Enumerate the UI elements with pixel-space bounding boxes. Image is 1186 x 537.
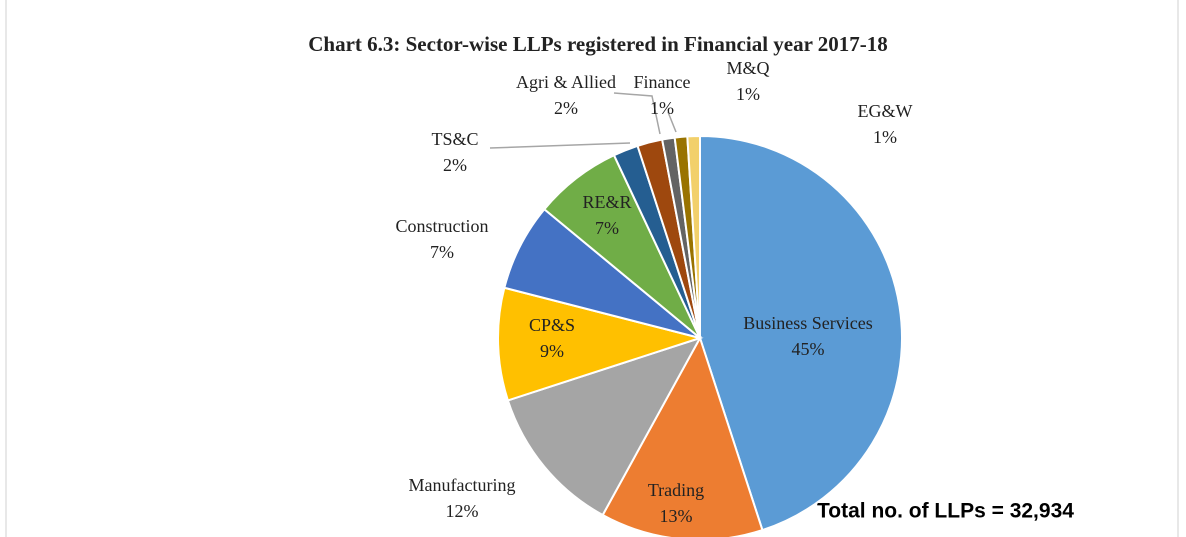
leader-line xyxy=(613,92,661,135)
slice-label: EG&W xyxy=(858,101,913,121)
pie-slice xyxy=(699,134,903,532)
leader-line xyxy=(667,111,677,133)
slice-value-label: 9% xyxy=(540,341,564,361)
slice-value-label: 2% xyxy=(443,155,467,175)
pie-slice xyxy=(686,134,701,339)
slice-value-label: 12% xyxy=(446,501,479,521)
annotation: Total no. of LLPs = 32,934 xyxy=(817,500,1074,523)
slice-value-label: 1% xyxy=(650,98,674,118)
slice-label: Construction xyxy=(396,216,489,236)
slice-label: RE&R xyxy=(582,192,631,212)
chart-title: Chart 6.3: Sector-wise LLPs registered i… xyxy=(308,32,888,56)
slice-value-label: 1% xyxy=(873,127,897,147)
slice-value-label: 2% xyxy=(554,98,578,118)
slice-value-label: 13% xyxy=(660,506,693,526)
slice-label: Manufacturing xyxy=(409,475,516,495)
slice-label: Business Services xyxy=(743,313,873,333)
leader-line xyxy=(489,142,631,149)
slice-label: Agri & Allied xyxy=(516,72,616,92)
slice-label: Trading xyxy=(648,480,704,500)
slice-label: M&Q xyxy=(726,58,769,78)
slice-value-label: 45% xyxy=(792,339,825,359)
pie-slice xyxy=(497,286,704,402)
slice-label: CP&S xyxy=(529,315,575,335)
pie-slice xyxy=(601,335,764,537)
slice-label: TS&C xyxy=(431,129,478,149)
slice-value-label: 7% xyxy=(430,242,454,262)
slice-label: Finance xyxy=(634,72,691,92)
slice-value-label: 7% xyxy=(595,218,619,238)
pie-slice xyxy=(506,336,703,517)
slice-value-label: 1% xyxy=(736,84,760,104)
